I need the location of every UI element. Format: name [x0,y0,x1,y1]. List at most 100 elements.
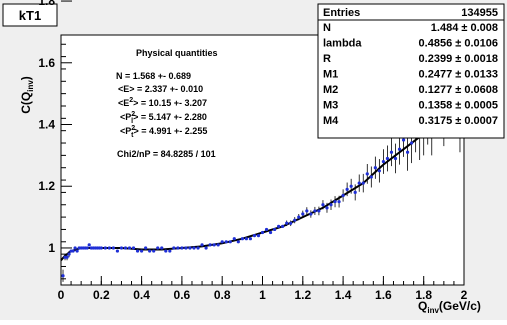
data-point [365,172,369,176]
data-point [85,246,89,250]
data-point [289,221,293,225]
x-tick-label: 0 [58,288,65,302]
data-point [200,243,204,247]
x-tick-label: 1.4 [335,288,352,302]
data-point [140,249,144,253]
data-point [228,240,232,244]
data-point [264,227,269,232]
stats-row-value: 1.484 ± 0.008 [431,22,498,34]
data-point [75,249,79,253]
y-axis-label: C(Qinv) [19,76,35,114]
stats-row-value: 0.2477 ± 0.0133 [419,69,498,81]
data-point [127,246,132,250]
data-point [156,246,160,250]
data-point [393,156,398,161]
stats-row-value: 0.1277 ± 0.0608 [419,84,498,96]
x-axis-label-unit: (GeV/c) [439,299,481,313]
data-point [353,190,357,195]
data-point [192,246,196,250]
data-point [385,156,390,161]
data-point [236,240,240,244]
data-point [369,175,373,179]
data-point [401,138,406,142]
data-point [131,246,136,250]
stats-row-label: M1 [323,69,338,81]
stats-box: Entries 134955 N 1.484 ± 0.008 lambda 0.485… [317,3,505,139]
data-point [337,200,341,204]
x-axis-label-main: Q [418,299,427,313]
data-point [345,187,349,191]
data-point [87,243,91,247]
stats-row-label: M4 [323,115,339,127]
data-point [252,234,257,238]
stats-row-value: 0.1358 ± 0.0005 [419,100,498,112]
annotation-n: N = 1.568 +- 0.689 [116,71,191,81]
data-point [405,150,410,154]
data-point [277,224,281,228]
data-point [325,206,329,210]
y-tick-label: 1 [48,241,55,255]
data-point [212,243,216,247]
stats-rows: N 1.484 ± 0.008 lambda 0.4856 ± 0.0106 R 0.23… [323,22,498,127]
data-point [341,193,345,198]
chart-title: kT1 [19,8,41,23]
data-point [107,246,111,250]
data-point [410,141,414,145]
x-tick-label: 2 [461,288,468,302]
y-tick-label: 1.6 [38,56,55,70]
data-point [115,249,120,253]
data-point [309,212,313,216]
stats-row-value: 0.2399 ± 0.0018 [419,53,498,65]
axes-layer: 0 0.2 0.4 0.6 0.8 1 1.2 1.4 1.6 1.8 2 1 1.2 1.4 1.6 1.8 [38,0,467,302]
data-point [297,215,301,219]
annotation-chi2: Chi2/nP = 84.8285 / 101 [117,149,216,159]
data-point [111,246,115,250]
data-point [184,246,188,250]
data-point [61,274,65,278]
data-point [301,212,305,216]
x-tick-label: 1.8 [415,288,432,302]
data-point [65,255,69,259]
data-point [176,246,180,250]
annotation-e: <E> = 2.337 +- 0.010 [118,84,203,94]
x-tick-label: 1.6 [375,288,392,302]
data-point [160,246,164,250]
data-point [224,240,228,244]
data-point [248,237,253,241]
data-point [123,246,128,250]
data-point [397,147,402,151]
x-tick-label: 0.2 [93,288,110,302]
stats-row-label: N [323,22,331,34]
data-point [349,184,353,188]
stats-row-value: 0.4856 ± 0.0106 [419,38,498,50]
data-point [377,169,381,173]
data-point [204,246,208,250]
data-point [180,246,184,250]
data-point [244,237,248,241]
data-point [144,246,148,250]
stats-row-label: M3 [323,100,338,112]
data-point [152,249,156,253]
y-axis-label-close: ) [19,76,33,80]
data-point [256,234,261,238]
data-point [99,246,103,250]
data-point [268,230,273,235]
stats-entries-value: 134955 [461,7,498,19]
data-point [168,249,172,253]
stats-row-label: lambda [323,38,362,50]
data-point [119,246,124,250]
data-point [73,246,77,250]
x-tick-label: 1.2 [294,288,311,302]
x-tick-label: 0.6 [174,288,191,302]
stats-entries-label: Entries [323,7,360,19]
annotation-pl2: <P2 l> = 5.147 +- 2.280 [120,111,207,125]
y-tick-label: 1.2 [38,179,55,193]
data-point [71,249,75,253]
annotation-heading: Physical quantities [136,48,218,58]
physical-quantities-text: Physical quantities N = 1.568 +- 0.689 <… [116,48,218,159]
y-axis-label-main: C(Q [19,92,33,114]
data-point [67,252,71,256]
y-tick-label: 1.8 [38,0,55,8]
data-point [281,224,285,228]
